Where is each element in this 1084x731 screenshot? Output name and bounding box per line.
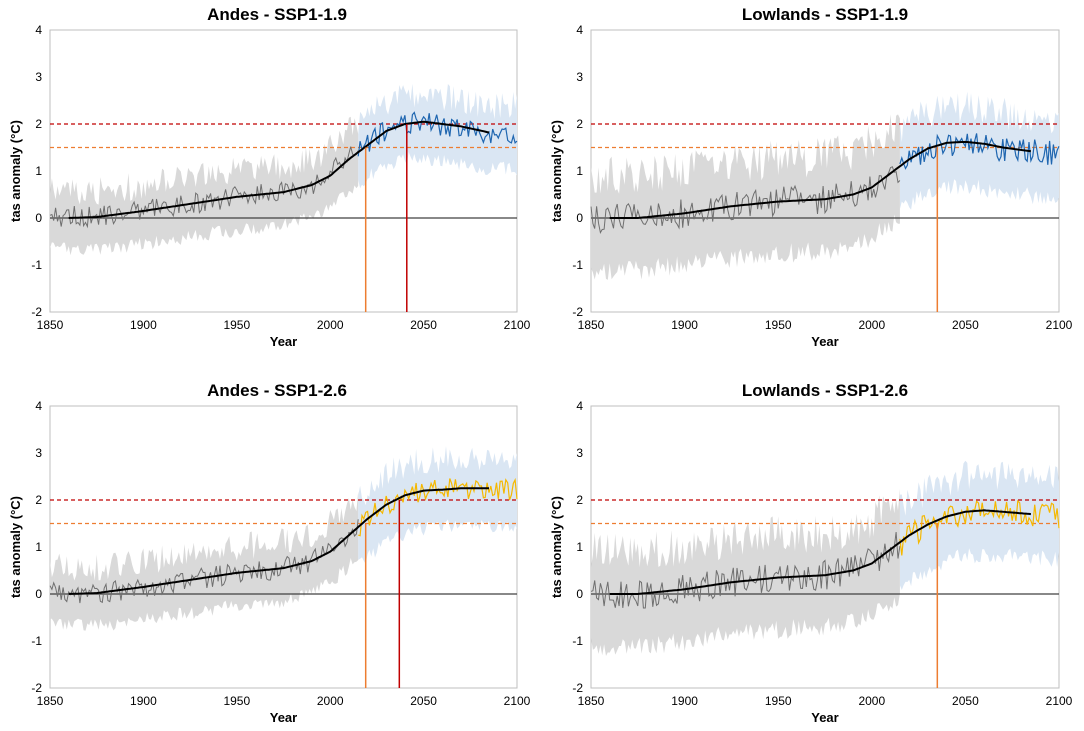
smoothed-mean-line — [609, 140, 1032, 219]
x-tick-label: 1850 — [578, 318, 605, 332]
x-tick-label: 1850 — [37, 318, 64, 332]
y-tick-label: -2 — [31, 681, 42, 695]
y-tick-label: 0 — [35, 587, 42, 601]
x-tick-label: 1900 — [671, 694, 698, 708]
x-tick-label: 2100 — [504, 318, 531, 332]
x-tick-label: 2000 — [858, 694, 885, 708]
y-axis-label: tas anomaly (°C) — [8, 496, 23, 598]
smoothed-mean-line — [68, 120, 490, 219]
y-tick-label: -1 — [31, 634, 42, 648]
y-tick-label: 1 — [35, 540, 42, 554]
x-tick-label: 1950 — [223, 694, 250, 708]
x-tick-label: 1900 — [130, 318, 157, 332]
panel-title: Andes - SSP1-2.6 — [207, 381, 347, 400]
y-tick-label: 4 — [576, 23, 583, 37]
x-tick-label: 1950 — [223, 318, 250, 332]
x-axis-label: Year — [270, 710, 297, 725]
x-tick-label: 2100 — [1046, 694, 1073, 708]
y-axis-label: tas anomaly (°C) — [8, 120, 23, 222]
y-tick-label: -2 — [31, 305, 42, 319]
y-axis-label: tas anomaly (°C) — [549, 496, 564, 598]
x-tick-label: 2100 — [1046, 318, 1073, 332]
y-tick-label: -1 — [572, 634, 583, 648]
historical-spread-band — [591, 488, 900, 656]
historical-spread-band — [50, 491, 359, 631]
x-tick-label: 1900 — [671, 318, 698, 332]
y-tick-label: 3 — [35, 446, 42, 460]
historical-annual-line — [590, 531, 901, 609]
x-tick-label: 2000 — [317, 694, 344, 708]
y-tick-label: 3 — [576, 446, 583, 460]
scenario-spread-band — [358, 83, 517, 189]
y-tick-label: 1 — [576, 540, 583, 554]
y-tick-label: 4 — [35, 23, 42, 37]
x-tick-label: 2050 — [952, 318, 979, 332]
scenario-spread-band — [899, 460, 1059, 590]
y-tick-label: 1 — [576, 164, 583, 178]
x-axis-label: Year — [811, 334, 838, 349]
x-axis-label: Year — [270, 334, 297, 349]
y-tick-label: 4 — [576, 399, 583, 413]
panel-title: Lowlands - SSP1-1.9 — [742, 5, 908, 24]
x-tick-label: 1950 — [765, 694, 792, 708]
y-tick-label: 3 — [576, 70, 583, 84]
smoothed-mean-line — [68, 487, 489, 595]
scenario-spread-band — [358, 446, 517, 564]
scenario-annual-line — [899, 499, 1060, 556]
scenario-annual-line — [357, 111, 518, 157]
y-tick-label: 4 — [35, 399, 42, 413]
y-tick-label: 2 — [35, 493, 42, 507]
y-tick-label: 0 — [576, 211, 583, 225]
x-tick-label: 1850 — [578, 694, 605, 708]
y-tick-label: 2 — [35, 117, 42, 131]
smoothed-mean-line — [609, 509, 1032, 595]
y-tick-label: 2 — [576, 117, 583, 131]
x-tick-label: 1900 — [130, 694, 157, 708]
panel-title: Andes - SSP1-1.9 — [207, 5, 347, 24]
scenario-annual-line — [358, 477, 518, 537]
x-tick-label: 2000 — [858, 318, 885, 332]
y-tick-label: -1 — [572, 258, 583, 272]
historical-annual-line — [590, 166, 901, 234]
x-tick-label: 2050 — [952, 694, 979, 708]
x-tick-label: 2100 — [504, 694, 531, 708]
y-tick-label: -2 — [572, 305, 583, 319]
panel-title: Lowlands - SSP1-2.6 — [742, 381, 908, 400]
x-tick-label: 2000 — [317, 318, 344, 332]
y-tick-label: 0 — [35, 211, 42, 225]
y-tick-label: 0 — [576, 587, 583, 601]
x-tick-label: 1950 — [765, 318, 792, 332]
y-tick-label: -1 — [31, 258, 42, 272]
x-axis-label: Year — [811, 710, 838, 725]
x-tick-label: 2050 — [410, 694, 437, 708]
y-tick-label: -2 — [572, 681, 583, 695]
y-tick-label: 3 — [35, 70, 42, 84]
historical-spread-band — [50, 116, 359, 256]
x-tick-label: 2050 — [410, 318, 437, 332]
y-axis-label: tas anomaly (°C) — [549, 120, 564, 222]
y-tick-label: 2 — [576, 493, 583, 507]
historical-annual-line — [49, 519, 359, 604]
historical-annual-line — [49, 146, 359, 229]
scenario-annual-line — [899, 133, 1060, 170]
y-tick-label: 1 — [35, 164, 42, 178]
historical-spread-band — [591, 114, 900, 280]
x-tick-label: 1850 — [37, 694, 64, 708]
